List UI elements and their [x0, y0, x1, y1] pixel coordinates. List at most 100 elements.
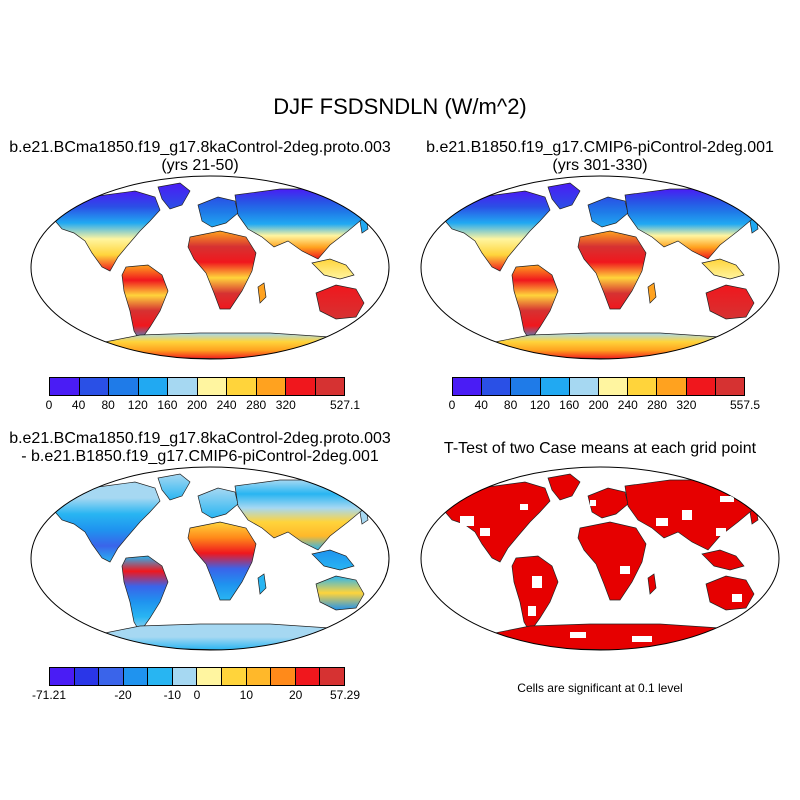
- colorbar-box: [286, 378, 316, 395]
- continent: [577, 521, 647, 601]
- colorbar-box: [50, 668, 75, 685]
- continent: [587, 196, 629, 228]
- case2-title-line2: (yrs 301-330): [552, 157, 648, 174]
- colorbar-box: [123, 668, 149, 685]
- colorbar-box: [109, 378, 139, 395]
- colorbar-box: [599, 378, 629, 395]
- significance-note: Cells are significant at 0.1 level: [517, 681, 683, 695]
- colorbar-box: [227, 378, 257, 395]
- continent: [763, 310, 773, 328]
- continent: [315, 284, 365, 320]
- continent: [257, 573, 267, 595]
- diff-title: b.e21.BCma1850.f19_g17.8kaControl-2deg.p…: [0, 430, 400, 466]
- continent: [197, 487, 239, 519]
- colorbar-tick-label: 200: [186, 398, 208, 412]
- colorbar-box: [50, 378, 80, 395]
- nonsignificant-cell: [716, 528, 726, 536]
- nonsignificant-cell: [460, 516, 474, 526]
- colorbar-box: [168, 378, 198, 395]
- colorbar-box: [79, 378, 109, 395]
- colorbar-tick-label: 160: [559, 398, 580, 412]
- continent: [705, 575, 755, 611]
- colorbar-box: [138, 378, 168, 395]
- continent: [187, 521, 257, 601]
- colorbar-box: [222, 668, 247, 685]
- continent: [187, 230, 257, 310]
- case2-colorbar: [452, 377, 745, 396]
- case2-title-line1: b.e21.B1850.f19_g17.CMIP6-piControl-2deg…: [426, 139, 774, 156]
- nonsignificant-cell: [732, 594, 742, 602]
- ttest-title: T-Test of two Case means at each grid po…: [400, 440, 800, 458]
- continent: [197, 196, 239, 228]
- colorbar-box: [148, 668, 173, 685]
- colorbar-tick-label: 57.29: [329, 688, 361, 702]
- colorbar-box: [172, 668, 198, 685]
- colorbar-tick-label: 280: [246, 398, 267, 412]
- continent: [763, 601, 773, 619]
- colorbar-tick-label: 527.1: [329, 398, 361, 412]
- continent: [624, 479, 766, 551]
- colorbar-box: [686, 378, 716, 395]
- continent: [705, 284, 755, 320]
- continent: [624, 188, 766, 260]
- nonsignificant-cell: [528, 606, 536, 616]
- continent: [121, 555, 169, 633]
- continent: [311, 258, 355, 280]
- nonsignificant-cell: [532, 576, 542, 588]
- nonsignificant-cell: [632, 636, 652, 642]
- continent: [157, 182, 191, 210]
- continent: [99, 332, 362, 359]
- colorbar-tick-label: 0: [448, 398, 456, 412]
- case1-title: b.e21.BCma1850.f19_g17.8kaControl-2deg.p…: [0, 139, 400, 175]
- colorbar-box: [569, 378, 600, 395]
- colorbar-tick-label: 200: [588, 398, 609, 412]
- continent: [547, 473, 581, 501]
- continent: [157, 473, 191, 501]
- continent: [315, 575, 365, 611]
- case2-title: b.e21.B1850.f19_g17.CMIP6-piControl-2deg…: [400, 139, 800, 175]
- continent: [234, 188, 376, 260]
- diff-title-line1: b.e21.BCma1850.f19_g17.8kaControl-2deg.p…: [9, 430, 391, 447]
- colorbar-tick-label: 557.5: [729, 398, 761, 412]
- continent: [647, 282, 657, 304]
- case1-title-line2: (yrs 21-50): [161, 157, 239, 174]
- continent: [547, 182, 581, 210]
- continent: [311, 549, 355, 571]
- map-boundary: [420, 466, 780, 651]
- continent: [701, 549, 745, 571]
- colorbar-tick-label: 120: [529, 398, 550, 412]
- continent: [577, 230, 647, 310]
- colorbar-tick-label: 0: [45, 398, 53, 412]
- case1-map: [30, 175, 390, 360]
- colorbar-tick-label: 0: [193, 688, 201, 702]
- colorbar-box: [271, 668, 296, 685]
- figure-title: DJF FSDSNDLN (W/m^2): [273, 94, 527, 119]
- case2-map: [420, 175, 780, 360]
- continent: [49, 190, 161, 272]
- colorbar-tick-label: -20: [114, 688, 132, 702]
- continent: [257, 282, 267, 304]
- ttest-title-line1: T-Test of two Case means at each grid po…: [443, 440, 757, 457]
- colorbar-tick-label: 320: [275, 398, 296, 412]
- map-boundary: [420, 175, 780, 360]
- colorbar-box: [628, 378, 658, 395]
- colorbar-tick-label: 240: [617, 398, 638, 412]
- nonsignificant-cell: [570, 632, 586, 638]
- continent: [701, 258, 745, 280]
- colorbar-tick-label: 20: [288, 688, 303, 702]
- continent: [439, 481, 551, 563]
- map-boundary: [30, 466, 390, 651]
- colorbar-tick-label: -10: [163, 688, 181, 702]
- colorbar-tick-label: 80: [503, 398, 518, 412]
- continent: [587, 487, 629, 519]
- colorbar-tick-label: 280: [647, 398, 668, 412]
- nonsignificant-cell: [720, 496, 734, 502]
- continent: [373, 310, 383, 328]
- continent: [49, 481, 161, 563]
- colorbar-box: [197, 668, 223, 685]
- continent: [489, 623, 752, 650]
- continent: [121, 264, 169, 342]
- nonsignificant-cell: [590, 500, 596, 506]
- colorbar-tick-label: 10: [239, 688, 254, 702]
- colorbar-tick-label: 240: [216, 398, 237, 412]
